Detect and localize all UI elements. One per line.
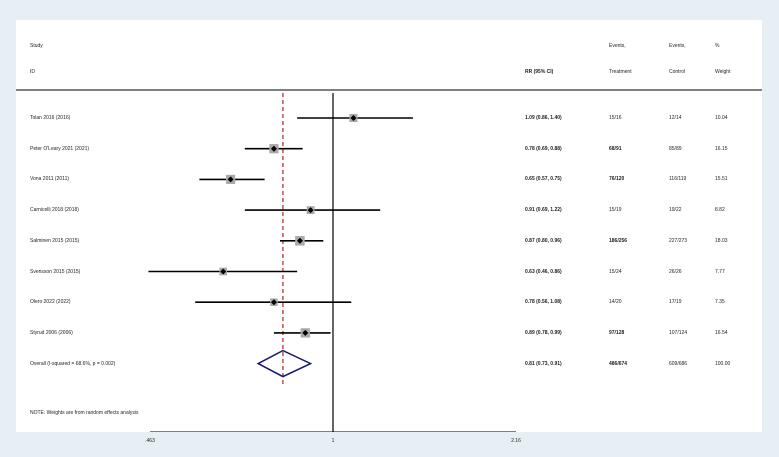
point-estimate (307, 207, 314, 214)
study-events-treatment: 97/128 (609, 329, 625, 336)
x-tick-label: 1 (331, 438, 335, 444)
study-label: Olero 2022 (2022) (30, 299, 71, 306)
header-events-control-line2: Control (669, 69, 686, 75)
point-estimate (296, 237, 303, 244)
point-estimate (270, 299, 277, 306)
study-weight: 18.03 (715, 237, 728, 244)
study-label: Carnicelli 2018 (2018) (30, 207, 79, 214)
header-events-treatment-line2: Treatment (609, 69, 632, 75)
study-events-control: 12/14 (669, 115, 682, 121)
study-events-control: 85/89 (669, 145, 682, 152)
study-rr-ci: 0.91 (0.69, 1.22) (525, 207, 562, 214)
point-estimate (270, 145, 277, 152)
study-events-treatment: 76/120 (609, 176, 625, 183)
study-rr-ci: 0.87 (0.80, 0.96) (525, 237, 562, 244)
header-study: Study (30, 43, 43, 49)
overall-label: Overall (I-squared = 68.6%, p = 0.002) (30, 360, 116, 367)
study-rr-ci: 0.78 (0.56, 1.08) (525, 299, 562, 306)
study-rr-ci: 0.78 (0.69, 0.88) (525, 145, 562, 152)
forest-plot (16, 89, 762, 432)
study-events-control: 107/124 (669, 329, 688, 336)
study-weight: 7.77 (715, 268, 725, 275)
header-rr: RR (95% CI) (525, 69, 554, 75)
study-events-treatment: 15/16 (609, 115, 622, 121)
header-id: ID (30, 69, 35, 75)
study-events-control: 116/119 (669, 176, 687, 183)
header-percent: % (715, 43, 720, 49)
study-events-treatment: 68/91 (609, 145, 622, 152)
study-rr-ci: 0.89 (0.78, 0.99) (525, 329, 562, 336)
study-rr-ci: 0.63 (0.46, 0.86) (525, 268, 562, 275)
study-label: Peter O'Leary 2021 (2021) (30, 145, 90, 152)
point-estimate (227, 176, 234, 183)
point-estimate (350, 115, 357, 121)
study-events-control: 17/19 (669, 299, 682, 306)
overall-rr-ci: 0.81 (0.73, 0.91) (525, 360, 562, 367)
study-events-control: 26/26 (669, 268, 682, 275)
header-weight: Weight (715, 69, 731, 75)
study-rr-ci: 1.09 (0.86, 1.40) (525, 115, 562, 121)
study-rr-ci: 0.65 (0.57, 0.75) (525, 176, 562, 183)
study-events-treatment: 15/19 (609, 207, 622, 214)
x-tick-label: 2.16 (511, 438, 521, 444)
study-weight: 15.51 (715, 176, 728, 183)
study-events-treatment: 186/256 (609, 237, 628, 244)
study-weight: 16.15 (715, 145, 728, 152)
study-events-control: 19/22 (669, 207, 682, 214)
study-events-treatment: 15/24 (609, 268, 622, 275)
study-events-control: 227/273 (669, 237, 688, 244)
study-weight: 16.54 (715, 329, 728, 336)
study-weight: 8.82 (715, 207, 725, 214)
study-weight: 7.35 (715, 299, 725, 306)
plot-panel: Study ID RR (95% CI) Events, Treatment E… (16, 20, 762, 432)
study-weight: 10.04 (715, 115, 728, 121)
footnote: NOTE: Weights are from random effects an… (30, 410, 139, 416)
study-events-treatment: 14/20 (609, 299, 622, 306)
overall-diamond (256, 349, 313, 378)
study-label: Svensson 2015 (2015) (30, 268, 81, 275)
point-estimate (302, 329, 309, 336)
study-label: Styrud 2006 (2006) (30, 329, 73, 336)
study-label: Salminen 2015 (2015) (30, 237, 80, 244)
header-events-treatment-line1: Events, (609, 43, 626, 49)
x-tick-label: .463 (145, 438, 155, 444)
header-events-control-line1: Events, (669, 43, 686, 49)
overall-events-treatment: 486/674 (609, 360, 628, 367)
overall-events-control: 609/686 (669, 360, 688, 367)
study-label: Tolan 2016 (2016) (30, 115, 71, 121)
study-label: Vona 2011 (2011) (30, 176, 70, 183)
overall-weight: 100.00 (715, 360, 731, 367)
point-estimate (220, 268, 227, 275)
